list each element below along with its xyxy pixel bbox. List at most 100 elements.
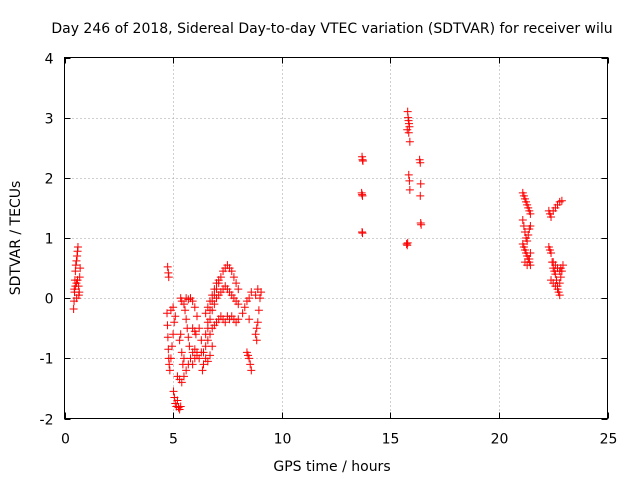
data-point xyxy=(185,342,194,351)
x-tick-label: 15 xyxy=(382,432,400,448)
data-point xyxy=(234,285,243,294)
data-point xyxy=(179,354,188,363)
data-point xyxy=(416,191,425,200)
y-tick-label: 4 xyxy=(45,52,54,68)
plot-frame xyxy=(64,57,608,419)
data-point xyxy=(164,273,173,282)
data-point xyxy=(179,372,188,381)
data-point xyxy=(190,303,199,312)
data-point xyxy=(525,255,534,264)
data-point xyxy=(71,261,80,270)
data-point xyxy=(206,330,215,339)
data-point xyxy=(234,315,243,324)
data-point xyxy=(169,387,178,396)
data-point xyxy=(203,336,212,345)
data-point xyxy=(524,230,533,239)
data-point xyxy=(184,333,193,342)
x-tick-labels: 0 5 10 15 20 25 xyxy=(61,432,617,448)
data-point xyxy=(72,256,81,265)
data-point xyxy=(416,179,425,188)
data-point xyxy=(247,366,256,375)
data-point xyxy=(210,285,219,294)
y-tick-label: 2 xyxy=(45,172,54,188)
x-tick-label: 0 xyxy=(61,432,70,448)
data-point xyxy=(246,360,255,369)
data-point xyxy=(76,264,85,273)
data-point xyxy=(403,125,412,134)
data-point xyxy=(405,185,414,194)
data-point xyxy=(251,291,260,300)
data-point xyxy=(402,240,411,249)
data-point xyxy=(184,295,193,304)
y-tick-label: -2 xyxy=(40,413,54,429)
data-point xyxy=(240,303,249,312)
data-point xyxy=(358,191,367,200)
data-point xyxy=(169,330,178,339)
x-axis-title: GPS time / hours xyxy=(273,459,390,475)
data-point xyxy=(163,262,172,271)
data-point xyxy=(358,156,367,165)
data-point xyxy=(206,351,215,360)
data-point xyxy=(177,378,186,387)
data-point xyxy=(73,243,82,252)
data-point xyxy=(234,300,243,309)
data-point xyxy=(171,312,180,321)
data-point xyxy=(210,300,219,309)
data-point xyxy=(556,273,565,282)
data-point xyxy=(163,333,172,342)
data-point xyxy=(168,342,177,351)
y-tick-label: 0 xyxy=(45,292,54,308)
y-tick-label: -1 xyxy=(40,352,54,368)
data-point xyxy=(177,348,186,357)
data-point xyxy=(176,402,185,411)
y-tick-label: 1 xyxy=(45,232,54,248)
data-point xyxy=(208,306,217,315)
data-point xyxy=(206,315,215,324)
data-point xyxy=(206,297,215,306)
data-point xyxy=(182,315,191,324)
data-point xyxy=(195,354,204,363)
data-point xyxy=(556,264,565,273)
data-point xyxy=(557,196,566,205)
data-point xyxy=(555,291,564,300)
data-point xyxy=(526,221,535,230)
y-axis-title: SDTVAR / TECUs xyxy=(8,181,24,296)
data-point xyxy=(244,351,253,360)
data-point xyxy=(203,303,212,312)
data-point xyxy=(169,303,178,312)
data-point xyxy=(518,215,527,224)
data-point xyxy=(232,279,241,288)
data-point xyxy=(238,309,247,318)
data-point xyxy=(551,270,560,279)
data-point xyxy=(417,220,426,229)
data-point xyxy=(165,366,174,375)
data-point xyxy=(555,279,564,288)
data-point xyxy=(191,330,200,339)
data-point xyxy=(227,267,236,276)
data-point xyxy=(199,360,208,369)
data-point xyxy=(523,261,532,270)
data-point xyxy=(252,336,261,345)
data-point xyxy=(547,212,556,221)
data-point xyxy=(74,282,83,291)
data-point xyxy=(176,330,185,339)
data-point xyxy=(165,360,174,369)
chart-title: Day 246 of 2018, Sidereal Day-to-day VTE… xyxy=(51,21,612,37)
data-point xyxy=(247,288,256,297)
data-point xyxy=(245,315,254,324)
data-point xyxy=(547,249,556,258)
data-point xyxy=(553,285,562,294)
data-point xyxy=(252,324,261,333)
data-point xyxy=(526,209,535,218)
data-point xyxy=(181,306,190,315)
data-point xyxy=(201,309,210,318)
data-point xyxy=(221,318,230,327)
data-point xyxy=(405,176,414,185)
data-point xyxy=(404,170,413,179)
y-tick-labels: -2 -1 0 1 2 3 4 xyxy=(40,52,54,429)
data-point xyxy=(178,360,187,369)
data-point xyxy=(358,229,367,238)
data-point xyxy=(523,237,532,246)
data-point xyxy=(175,336,184,345)
